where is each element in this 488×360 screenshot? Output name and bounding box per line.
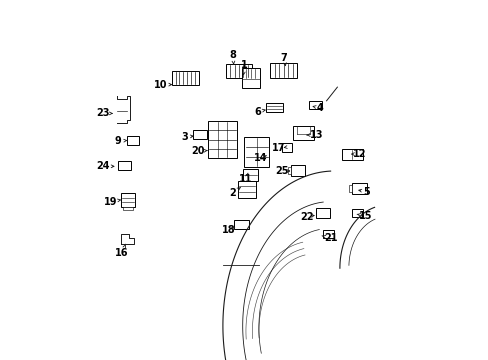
Bar <box>290 165 305 176</box>
Bar <box>193 130 206 139</box>
Bar <box>316 208 329 218</box>
Text: 21: 21 <box>324 233 337 243</box>
Bar <box>282 143 291 152</box>
Bar <box>292 126 313 140</box>
Text: 4: 4 <box>316 103 323 113</box>
Bar <box>287 167 290 174</box>
Text: 15: 15 <box>359 211 372 221</box>
Bar <box>233 220 248 229</box>
Bar <box>207 121 237 158</box>
Text: 13: 13 <box>309 130 323 140</box>
Text: 25: 25 <box>275 166 288 176</box>
Bar <box>127 136 139 145</box>
Bar <box>270 63 297 78</box>
Bar <box>309 101 321 109</box>
Text: 16: 16 <box>115 248 128 258</box>
Text: 11: 11 <box>239 174 252 184</box>
Bar <box>351 183 366 194</box>
Bar <box>265 103 283 112</box>
Text: 8: 8 <box>229 50 236 60</box>
Bar <box>241 68 259 88</box>
Bar <box>352 209 363 217</box>
Bar <box>348 185 351 192</box>
Bar <box>118 161 131 170</box>
Text: 22: 22 <box>300 212 313 222</box>
Text: 19: 19 <box>103 197 117 207</box>
Text: 2: 2 <box>229 188 236 198</box>
Text: 6: 6 <box>254 107 261 117</box>
Text: 1: 1 <box>241 60 247 70</box>
Bar <box>123 207 133 210</box>
Text: 23: 23 <box>97 108 110 118</box>
Bar <box>322 230 334 238</box>
Bar <box>244 137 268 167</box>
Bar <box>121 193 135 207</box>
Bar <box>238 181 256 198</box>
Text: 5: 5 <box>363 186 369 197</box>
Text: 17: 17 <box>271 143 285 153</box>
Text: 3: 3 <box>182 132 188 142</box>
Text: 12: 12 <box>352 149 366 159</box>
Bar <box>341 149 362 160</box>
Text: 9: 9 <box>114 136 121 146</box>
Text: 20: 20 <box>190 146 204 156</box>
Bar <box>225 64 251 78</box>
Bar <box>243 169 257 181</box>
Text: 10: 10 <box>154 80 167 90</box>
Text: 18: 18 <box>221 225 235 235</box>
Text: 7: 7 <box>280 53 287 63</box>
Bar <box>171 71 199 85</box>
Text: 14: 14 <box>253 153 266 163</box>
Text: 24: 24 <box>97 161 110 171</box>
